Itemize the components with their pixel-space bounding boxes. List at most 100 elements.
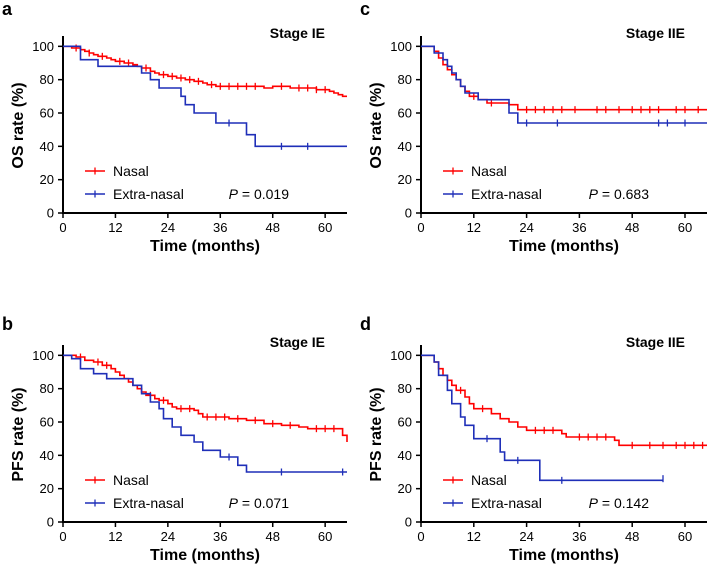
legend-label: Extra-nasal <box>471 495 542 511</box>
y-tick-label: 0 <box>47 515 54 530</box>
survival-curve-nasal <box>421 354 707 447</box>
x-tick-label: 36 <box>572 220 586 235</box>
x-tick-label: 48 <box>625 220 639 235</box>
legend-label: Nasal <box>471 163 507 179</box>
y-tick-label: 20 <box>398 172 412 187</box>
y-tick-label: 100 <box>32 348 54 363</box>
y-tick-label: 80 <box>398 72 412 87</box>
x-tick-label: 0 <box>59 529 66 544</box>
p-value-number: = 0.071 <box>238 495 289 511</box>
y-tick-label: 20 <box>398 481 412 496</box>
panel-letter: b <box>2 314 13 334</box>
legend-label: Nasal <box>113 163 149 179</box>
legend-label: Nasal <box>471 472 507 488</box>
x-axis-title: Time (months) <box>150 547 260 564</box>
x-axis-title: Time (months) <box>509 238 619 255</box>
x-tick-label: 48 <box>265 220 279 235</box>
p-value: P = 0.142 <box>589 495 650 511</box>
p-value: P = 0.019 <box>229 186 290 202</box>
p-value: P = 0.071 <box>229 495 290 511</box>
x-tick-label: 0 <box>59 220 66 235</box>
y-axis-title: PFS rate (%) <box>368 387 385 481</box>
y-tick-label: 100 <box>390 39 412 54</box>
p-value-number: = 0.019 <box>238 186 289 202</box>
x-tick-label: 12 <box>108 529 122 544</box>
y-tick-label: 80 <box>398 381 412 396</box>
y-tick-label: 40 <box>40 448 54 463</box>
chart-title: Stage IIE <box>626 25 685 41</box>
chart-title: Stage IIE <box>626 334 685 350</box>
survival-curve-extra-nasal <box>421 45 707 124</box>
p-label: P <box>229 186 239 202</box>
y-tick-label: 40 <box>398 448 412 463</box>
p-label: P <box>589 495 599 511</box>
x-tick-label: 12 <box>467 220 481 235</box>
y-tick-label: 60 <box>398 415 412 430</box>
legend-label: Extra-nasal <box>113 495 184 511</box>
axes <box>62 36 347 214</box>
x-tick-label: 12 <box>108 220 122 235</box>
axes <box>420 36 707 214</box>
x-tick-label: 48 <box>265 529 279 544</box>
axes <box>62 345 347 523</box>
x-tick-label: 36 <box>213 529 227 544</box>
x-axis-title: Time (months) <box>509 547 619 564</box>
p-label: P <box>229 495 239 511</box>
p-value: P = 0.683 <box>589 186 650 202</box>
p-value-number: = 0.142 <box>598 495 649 511</box>
y-tick-label: 20 <box>40 172 54 187</box>
y-tick-label: 80 <box>40 72 54 87</box>
survival-curve-extra-nasal <box>421 354 663 482</box>
y-axis-title: OS rate (%) <box>368 82 385 168</box>
x-tick-label: 36 <box>572 529 586 544</box>
x-tick-label: 12 <box>467 529 481 544</box>
survival-curve-nasal <box>421 45 707 111</box>
survival-curve-nasal <box>63 354 348 442</box>
y-axis-title: OS rate (%) <box>10 82 27 168</box>
legend-label: Extra-nasal <box>471 186 542 202</box>
panel-b: b 0 20 40 60 80 100 0 12 24 36 48 60 Time (months) PFS… <box>2 314 348 564</box>
y-tick-label: 60 <box>40 106 54 121</box>
chart-title: Stage IE <box>270 25 325 41</box>
x-tick-label: 48 <box>625 529 639 544</box>
y-tick-label: 60 <box>398 106 412 121</box>
x-tick-label: 60 <box>678 529 692 544</box>
panel-letter: c <box>360 0 370 19</box>
legend-label: Extra-nasal <box>113 186 184 202</box>
chart-title: Stage IE <box>270 334 325 350</box>
x-tick-label: 24 <box>519 529 533 544</box>
panel-a: a 0 20 40 60 80 100 0 12 24 36 48 60 Time (months) OS … <box>2 0 347 255</box>
panel-c: c 0 20 40 60 80 100 0 12 24 36 48 60 Time (months) OS … <box>360 0 707 255</box>
y-tick-label: 40 <box>398 139 412 154</box>
x-tick-label: 60 <box>678 220 692 235</box>
y-tick-label: 20 <box>40 481 54 496</box>
y-axis-title: PFS rate (%) <box>10 387 27 481</box>
x-tick-label: 60 <box>318 220 332 235</box>
y-tick-label: 0 <box>405 206 412 221</box>
panel-letter: a <box>2 0 13 19</box>
p-label: P <box>589 186 599 202</box>
p-value-number: = 0.683 <box>598 186 649 202</box>
y-tick-label: 80 <box>40 381 54 396</box>
y-tick-label: 100 <box>390 348 412 363</box>
x-tick-label: 24 <box>161 220 175 235</box>
survival-curve-nasal <box>63 45 347 98</box>
x-tick-label: 60 <box>318 529 332 544</box>
x-tick-label: 36 <box>213 220 227 235</box>
x-tick-label: 0 <box>417 529 424 544</box>
y-tick-label: 60 <box>40 415 54 430</box>
x-tick-label: 0 <box>417 220 424 235</box>
y-tick-label: 0 <box>405 515 412 530</box>
y-tick-label: 100 <box>32 39 54 54</box>
x-tick-label: 24 <box>161 529 175 544</box>
x-tick-label: 24 <box>519 220 533 235</box>
legend-label: Nasal <box>113 472 149 488</box>
panel-d: d 0 20 40 60 80 100 0 12 24 36 48 60 Time (months) PFS… <box>360 314 707 564</box>
survival-curve-extra-nasal <box>63 354 347 473</box>
x-axis-title: Time (months) <box>150 238 260 255</box>
y-tick-label: 40 <box>40 139 54 154</box>
panel-letter: d <box>360 314 371 334</box>
y-tick-label: 0 <box>47 206 54 221</box>
survival-curve-extra-nasal <box>63 45 347 148</box>
